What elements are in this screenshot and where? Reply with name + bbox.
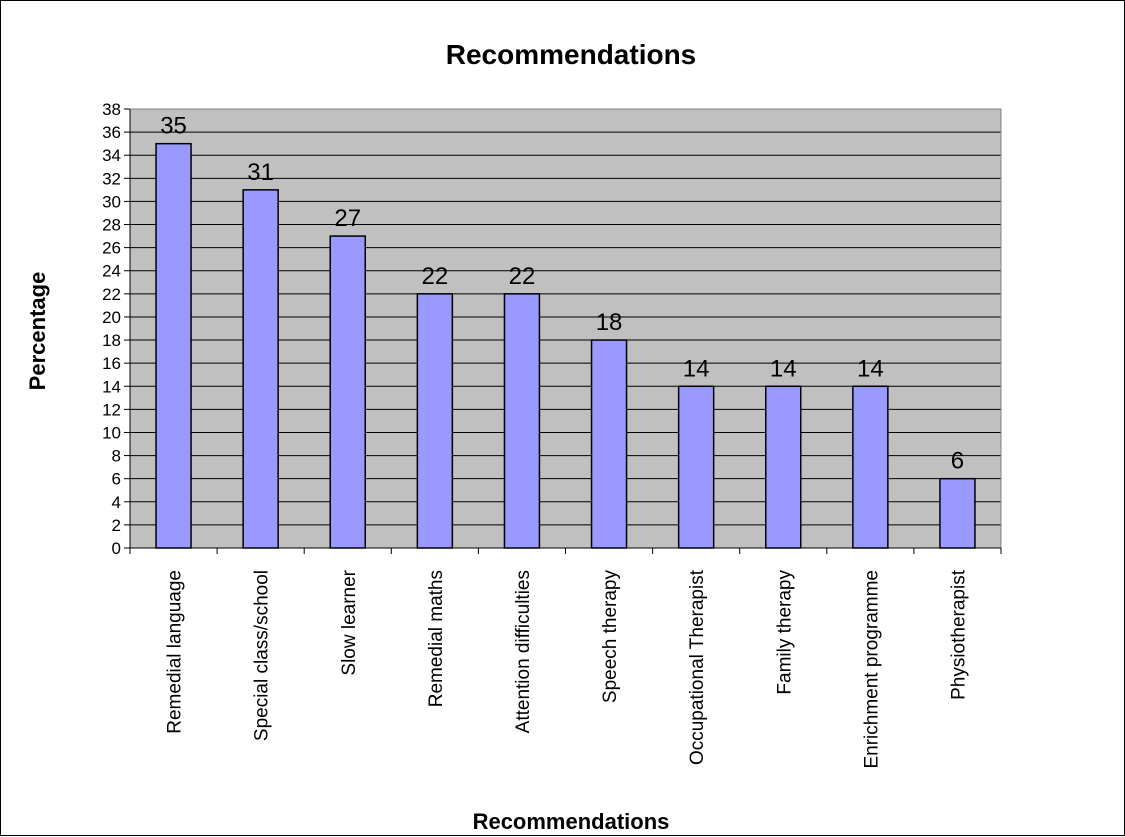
y-tick-label: 0 (112, 539, 121, 558)
chart-title: Recommendations (446, 39, 697, 70)
y-tick-label: 32 (102, 169, 121, 188)
y-tick-label: 12 (102, 400, 121, 419)
category-label: Speech therapy (600, 570, 621, 704)
data-label: 22 (421, 263, 448, 290)
bar (416, 293, 454, 549)
bar (329, 235, 366, 549)
y-tick-label: 24 (102, 262, 121, 281)
y-tick-label: 30 (102, 192, 121, 211)
category-label: Family therapy (774, 570, 795, 695)
y-tick-label: 16 (102, 354, 121, 373)
data-label: 18 (596, 309, 623, 336)
bar (503, 293, 541, 549)
y-tick-label: 6 (112, 470, 121, 489)
y-tick-label: 18 (102, 331, 121, 350)
bar (677, 385, 715, 549)
data-label: 6 (951, 448, 964, 475)
category-label: Remedial language (165, 570, 186, 734)
data-label: 27 (334, 205, 361, 232)
y-tick-label: 8 (112, 447, 121, 466)
y-tick-label: 28 (102, 216, 121, 235)
y-tick-label: 10 (102, 423, 121, 442)
y-tick-label: 20 (102, 308, 121, 327)
category-label: Special class/school (252, 570, 273, 741)
data-label: 31 (247, 159, 274, 186)
y-axis-title: Percentage (25, 272, 50, 391)
y-tick-label: 4 (112, 493, 121, 512)
bar (590, 339, 628, 549)
data-label: 35 (160, 113, 187, 140)
y-tick-label: 22 (102, 285, 121, 304)
bar (765, 385, 802, 549)
data-label: 14 (770, 355, 797, 382)
y-tick-label: 14 (102, 377, 121, 396)
x-axis-title: Recommendations (473, 809, 670, 834)
bar (242, 189, 279, 549)
category-label: Remedial maths (426, 570, 447, 707)
category-label: Enrichment programme (861, 570, 882, 769)
category-label: Attention difficulties (513, 570, 534, 733)
category-label: Occupational Therapist (687, 569, 708, 765)
data-label: 22 (509, 263, 536, 290)
bar (852, 385, 889, 549)
y-tick-label: 2 (112, 516, 121, 535)
y-tick-label: 34 (102, 146, 121, 165)
data-label: 14 (683, 355, 710, 382)
bar (939, 477, 976, 549)
plot-area: 0246810121416182022242628303234363835Rem… (102, 100, 1002, 769)
y-tick-label: 26 (102, 239, 121, 258)
category-label: Slow learner (339, 569, 360, 675)
bar (155, 142, 192, 549)
data-label: 14 (857, 355, 884, 382)
y-tick-label: 36 (102, 123, 121, 142)
y-tick-label: 38 (102, 100, 121, 119)
category-label: Physiotherapist (948, 569, 969, 700)
